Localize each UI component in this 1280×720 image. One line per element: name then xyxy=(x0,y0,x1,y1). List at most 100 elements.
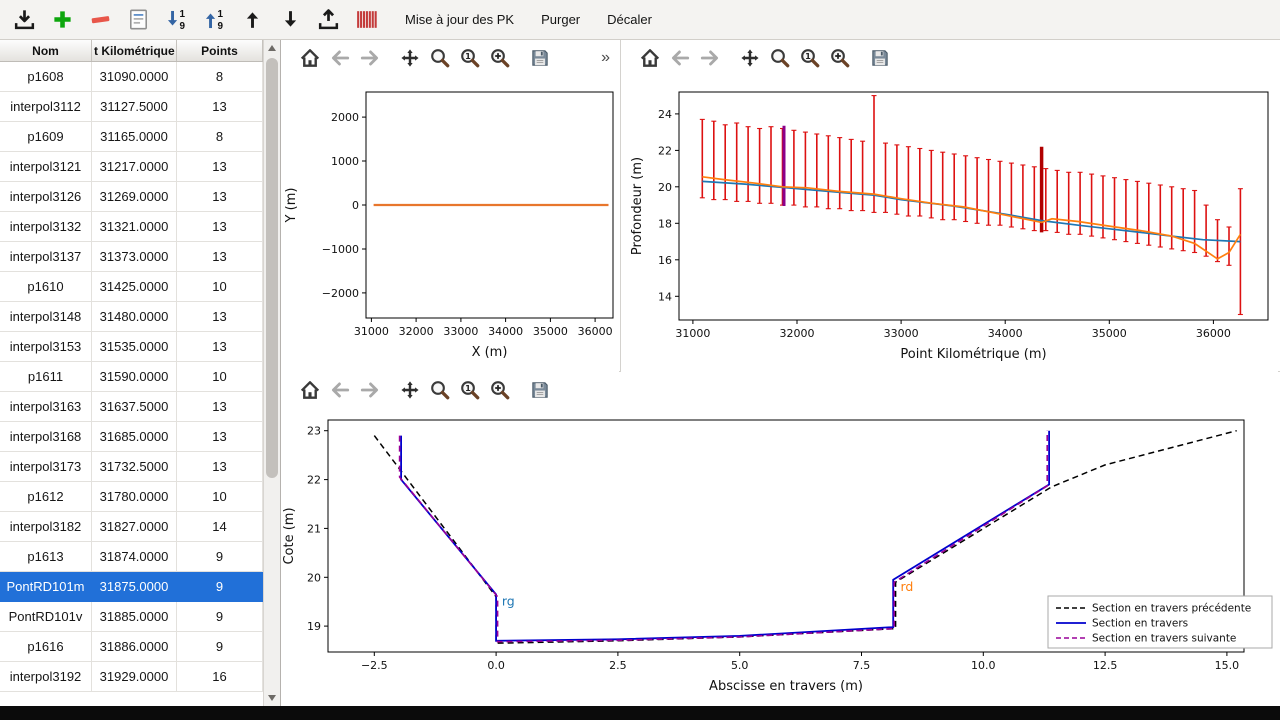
table-row[interactable]: interpol3137 31373.0000 13 xyxy=(0,242,263,272)
table-cell: 10 xyxy=(177,362,263,392)
table-row[interactable]: p1608 31090.0000 8 xyxy=(0,62,263,92)
plot-save-button[interactable] xyxy=(525,375,555,405)
table-cell: p1611 xyxy=(0,362,92,392)
move-up-button[interactable] xyxy=(236,3,269,36)
decaler-button[interactable]: Décaler xyxy=(596,3,663,36)
plan-view-chart[interactable]: 31000 32000 33000 34000 35000 36000 2000 1000 0 −… xyxy=(281,76,619,372)
plot-save-button[interactable] xyxy=(865,43,895,73)
plot-zoom-plus-button[interactable] xyxy=(485,375,515,405)
plot-save-button[interactable] xyxy=(525,43,555,73)
table-row[interactable]: interpol3168 31685.0000 13 xyxy=(0,422,263,452)
export-button[interactable] xyxy=(312,3,345,36)
plot-zoom-button[interactable] xyxy=(425,375,455,405)
table-row[interactable]: p1609 31165.0000 8 xyxy=(0,122,263,152)
table-cell: 31165.0000 xyxy=(92,122,177,152)
plot-zoom-one-button[interactable]: 1 xyxy=(455,375,485,405)
table-row[interactable]: PontRD101v 31885.0000 9 xyxy=(0,602,263,632)
table-cell: 31480.0000 xyxy=(92,302,177,332)
table-row[interactable]: interpol3132 31321.0000 13 xyxy=(0,212,263,242)
pan-icon xyxy=(741,49,759,67)
column-header-nom[interactable]: Nom xyxy=(0,40,92,61)
table-cell: PontRD101v xyxy=(0,602,92,632)
svg-text:5.0: 5.0 xyxy=(731,659,749,672)
import-button[interactable] xyxy=(8,3,41,36)
update-pk-button[interactable]: Mise à jour des PK xyxy=(394,3,525,36)
table-row[interactable]: p1610 31425.0000 10 xyxy=(0,272,263,302)
table-scrollbar[interactable] xyxy=(263,40,280,706)
remove-icon xyxy=(91,16,110,24)
table-row[interactable]: p1616 31886.0000 9 xyxy=(0,632,263,662)
svg-text:31000: 31000 xyxy=(675,327,710,340)
plot-zoom-button[interactable] xyxy=(765,43,795,73)
plot-home-button[interactable] xyxy=(295,375,325,405)
table-row[interactable]: interpol3173 31732.5000 13 xyxy=(0,452,263,482)
plot-zoom-button[interactable] xyxy=(425,43,455,73)
table-row[interactable]: p1611 31590.0000 10 xyxy=(0,362,263,392)
svg-text:1: 1 xyxy=(805,51,811,61)
table-row[interactable]: interpol3148 31480.0000 13 xyxy=(0,302,263,332)
purge-button[interactable]: Purger xyxy=(530,3,591,36)
table-row[interactable]: interpol3153 31535.0000 13 xyxy=(0,332,263,362)
scroll-down-button[interactable] xyxy=(264,691,280,705)
column-header-point-kilometrique[interactable]: t Kilométrique xyxy=(92,40,177,61)
edit-list-button[interactable] xyxy=(122,3,155,36)
table-row[interactable]: p1613 31874.0000 9 xyxy=(0,542,263,572)
plot-pan-button[interactable] xyxy=(395,375,425,405)
plot-zoom-one-button[interactable]: 1 xyxy=(795,43,825,73)
plot-forward-button[interactable] xyxy=(695,43,725,73)
sections-icon xyxy=(357,11,377,28)
add-button[interactable] xyxy=(46,3,79,36)
edit-list-icon xyxy=(130,9,147,30)
plot-pan-button[interactable] xyxy=(395,43,425,73)
plot-zoom-plus-button[interactable] xyxy=(485,43,515,73)
svg-text:31000: 31000 xyxy=(354,325,389,338)
table-cell: interpol3173 xyxy=(0,452,92,482)
plot-back-button[interactable] xyxy=(325,43,355,73)
plot-forward-button[interactable] xyxy=(355,43,385,73)
column-header-points[interactable]: Points xyxy=(177,40,263,61)
table-row[interactable]: interpol3192 31929.0000 16 xyxy=(0,662,263,692)
longitudinal-profile-chart[interactable]: 31000 32000 33000 34000 35000 36000 14 16 18 20 22… xyxy=(621,76,1278,372)
bank-label: rg xyxy=(502,594,515,609)
plot-forward-button[interactable] xyxy=(355,375,385,405)
table-row[interactable]: p1612 31780.0000 10 xyxy=(0,482,263,512)
sections-button[interactable] xyxy=(350,3,383,36)
move-down-icon xyxy=(284,11,297,27)
plot-pan-button[interactable] xyxy=(735,43,765,73)
table-cell: 13 xyxy=(177,422,263,452)
svg-text:−1000: −1000 xyxy=(322,243,359,256)
move-down-button[interactable] xyxy=(274,3,307,36)
table-row[interactable]: interpol3121 31217.0000 13 xyxy=(0,152,263,182)
table-cell: interpol3168 xyxy=(0,422,92,452)
scroll-up-button[interactable] xyxy=(264,41,280,55)
table-cell: 13 xyxy=(177,182,263,212)
x-axis-label: Abscisse en travers (m) xyxy=(709,679,863,694)
table-cell: interpol3121 xyxy=(0,152,92,182)
plot-back-button[interactable] xyxy=(665,43,695,73)
plot-home-button[interactable] xyxy=(635,43,665,73)
zoom-icon xyxy=(771,49,790,68)
plot-back-button[interactable] xyxy=(325,375,355,405)
plot-zoom-one-button[interactable]: 1 xyxy=(455,43,485,73)
remove-button[interactable] xyxy=(84,3,117,36)
zoom-plus-icon xyxy=(831,49,850,68)
cross-section-chart[interactable]: rg rd −2.5 0.0 2.5 5.0 7.5 10.0 12.5 15.0 19 20 21 22… xyxy=(281,408,1278,706)
table-row[interactable]: interpol3182 31827.0000 14 xyxy=(0,512,263,542)
table-row[interactable]: PontRD101m 31875.0000 9 xyxy=(0,572,263,602)
plot-zoom-plus-button[interactable] xyxy=(825,43,855,73)
svg-text:−2000: −2000 xyxy=(322,287,359,300)
table-row[interactable]: interpol3163 31637.5000 13 xyxy=(0,392,263,422)
table-row[interactable]: interpol3112 31127.5000 13 xyxy=(0,92,263,122)
table-cell: 9 xyxy=(177,602,263,632)
plot-home-button[interactable] xyxy=(295,43,325,73)
x-axis-label: Point Kilométrique (m) xyxy=(900,347,1046,362)
svg-text:33000: 33000 xyxy=(884,327,919,340)
scrollbar-thumb[interactable] xyxy=(266,58,278,478)
table-cell: 31425.0000 xyxy=(92,272,177,302)
table-row[interactable]: interpol3126 31269.0000 13 xyxy=(0,182,263,212)
svg-text:22: 22 xyxy=(307,474,321,487)
toolbar-overflow-button[interactable]: » xyxy=(601,49,610,66)
